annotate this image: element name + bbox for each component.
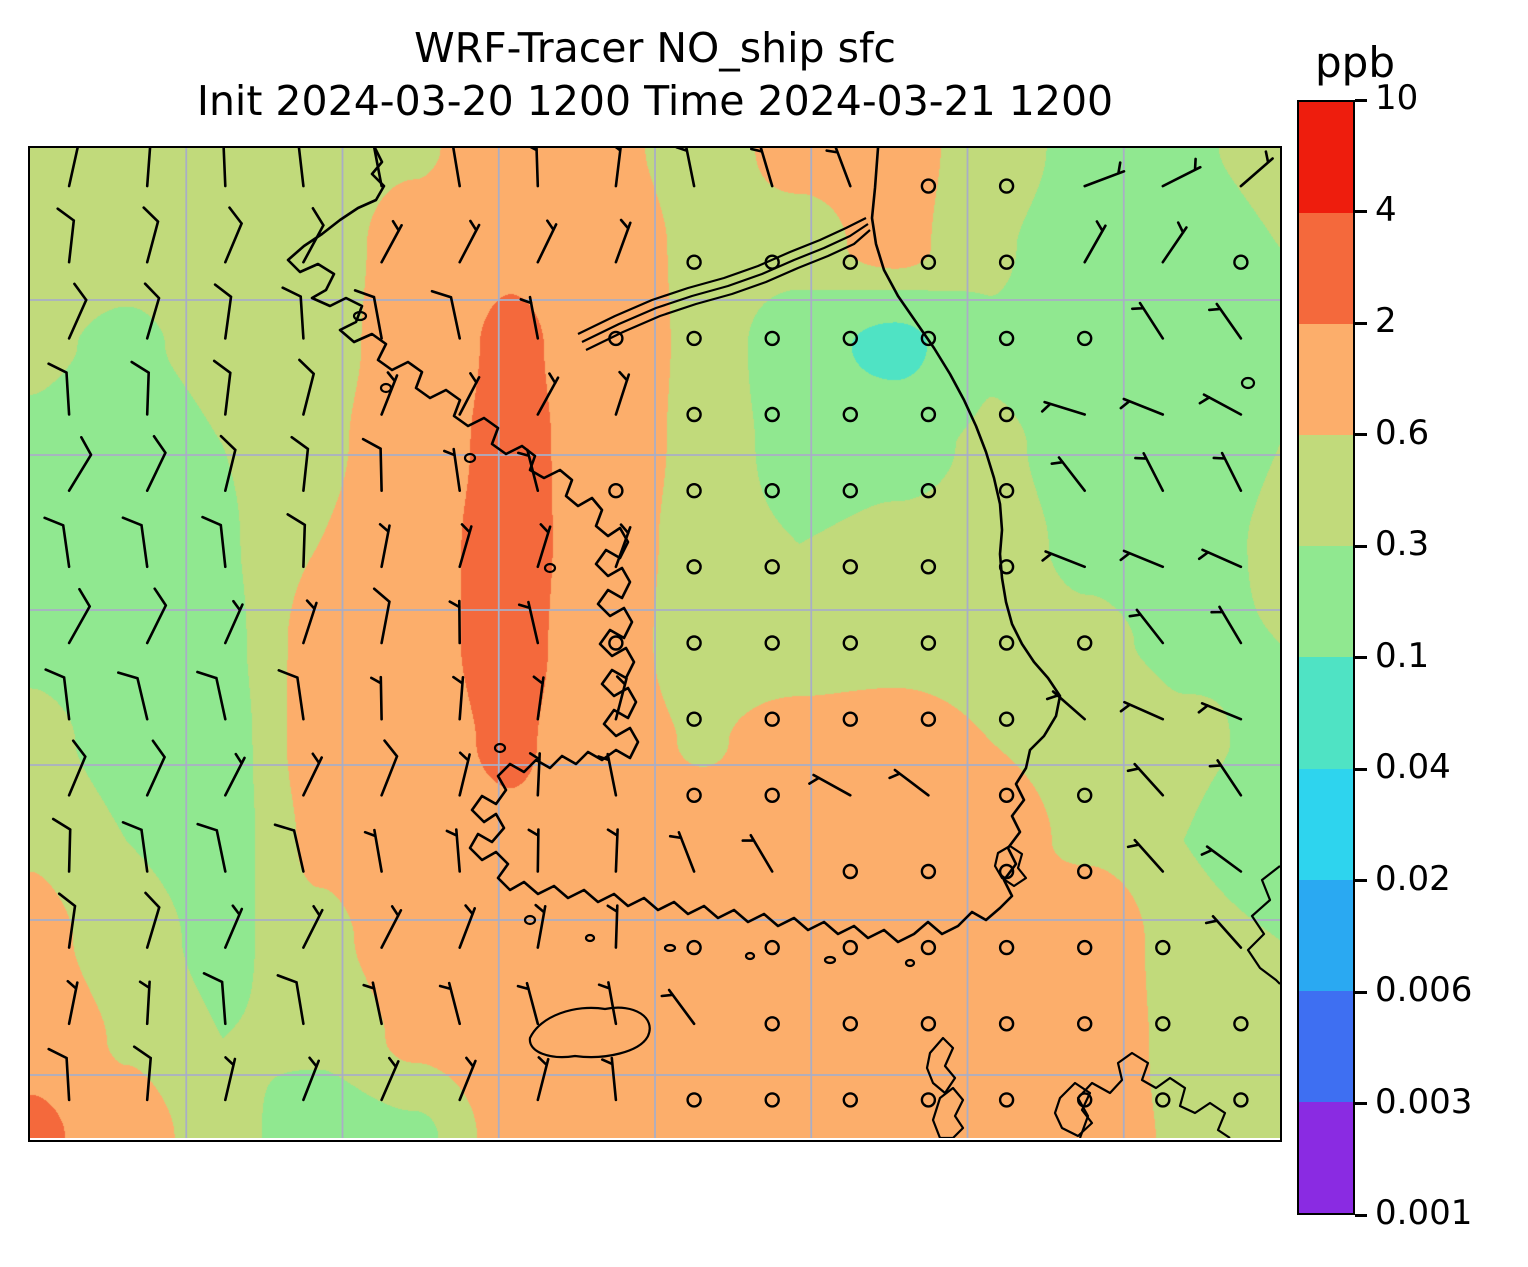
- colorbar-tick-label: 0.001: [1375, 1193, 1473, 1233]
- colorbar-segment: [1299, 102, 1353, 214]
- colorbar-units-label: ppb: [1315, 38, 1395, 87]
- colorbar: [1297, 100, 1355, 1215]
- colorbar-tick-label: 0.02: [1375, 858, 1451, 899]
- colorbar-segment: [1299, 435, 1353, 547]
- colorbar-tick-label: 0.003: [1375, 1081, 1473, 1122]
- colorbar-tick-label: 0.1: [1375, 635, 1430, 676]
- map-plot-area: [28, 146, 1282, 1142]
- colorbar-segments: [1299, 102, 1353, 1213]
- colorbar-tick-mark: [1355, 98, 1367, 102]
- colorbar-tick-label: 4: [1375, 189, 1397, 230]
- colorbar-tick-mark: [1355, 433, 1367, 436]
- chart-subtitle: Init 2024-03-20 1200 Time 2024-03-21 120…: [196, 77, 1114, 125]
- colorbar-segment: [1299, 990, 1353, 1102]
- colorbar-segment: [1299, 1101, 1353, 1213]
- colorbar-tick-label: 2: [1375, 301, 1397, 341]
- chart-title-block: WRF-Tracer NO_ship sfc Init 2024-03-20 1…: [30, 22, 1280, 128]
- colorbar-segment: [1299, 657, 1353, 769]
- colorbar-tick-mark: [1355, 879, 1367, 882]
- colorbar-tick-label: 10: [1375, 78, 1419, 118]
- colorbar-tick-label: 0.6: [1375, 412, 1430, 453]
- colorbar-tick-mark: [1355, 767, 1367, 771]
- colorbar-segment: [1299, 324, 1353, 436]
- colorbar-tick-mark: [1355, 656, 1367, 659]
- colorbar-tick-mark: [1355, 990, 1367, 994]
- colorbar-tick-mark: [1355, 321, 1367, 325]
- colorbar-tick-mark: [1355, 1102, 1367, 1105]
- colorbar-ticks: 10 4 2 0.6 0.3 0.1 0.04 0.02 0.006 0.003 0.001: [1355, 78, 1525, 1233]
- colorbar-tick-mark: [1355, 210, 1367, 213]
- colorbar-tick-label: 0.006: [1375, 970, 1473, 1010]
- colorbar-segment: [1299, 213, 1353, 325]
- colorbar-tick-label: 0.3: [1375, 524, 1430, 564]
- colorbar-tick-mark: [1355, 544, 1367, 548]
- concentration-field-canvas: [30, 148, 1280, 1138]
- chart-title: WRF-Tracer NO_ship sfc: [414, 24, 896, 72]
- colorbar-segment: [1299, 546, 1353, 658]
- colorbar-segment: [1299, 768, 1353, 880]
- colorbar-tick-label: 0.04: [1375, 747, 1451, 787]
- colorbar-segment: [1299, 879, 1353, 991]
- colorbar-tick-mark: [1355, 1213, 1367, 1217]
